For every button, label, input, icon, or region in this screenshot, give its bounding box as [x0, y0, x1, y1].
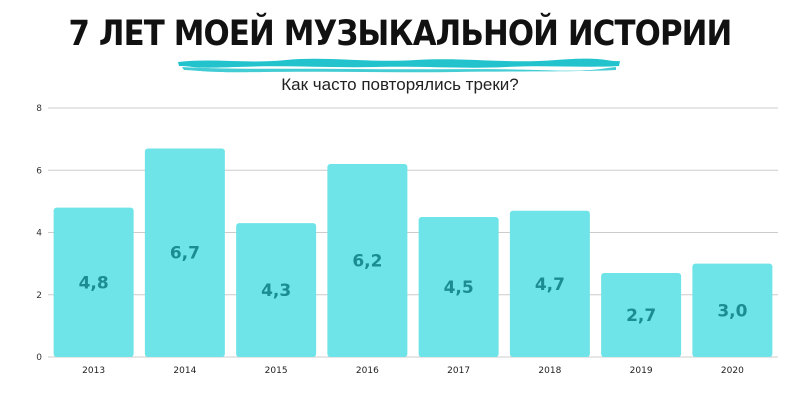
y-tick-label: 8 [36, 104, 42, 114]
x-tick-label: 2018 [538, 366, 561, 376]
bar-2018 [509, 210, 590, 357]
bar-2013 [53, 207, 134, 357]
y-tick-label: 2 [36, 291, 42, 301]
brush-underline-decoration [178, 58, 620, 73]
x-tick-label: 2015 [265, 366, 288, 376]
chart-title: 7 ЛЕТ МОЕЙ МУЗЫКАЛЬНОЙ ИСТОРИИ [68, 14, 733, 54]
value-label-2016: 6,2 [352, 252, 382, 272]
y-tick-label: 4 [36, 229, 42, 239]
bar-2019 [601, 272, 682, 357]
bar-2020 [692, 263, 773, 357]
x-tick-label: 2020 [721, 366, 744, 376]
x-tick-label: 2014 [173, 366, 196, 376]
bars [53, 148, 773, 357]
x-tick-label: 2017 [447, 366, 470, 376]
value-label-2017: 4,5 [444, 278, 474, 298]
bar-2016 [327, 164, 408, 357]
value-label-2013: 4,8 [79, 273, 109, 293]
value-label-2015: 4,3 [261, 281, 291, 301]
y-tick-label: 0 [36, 353, 42, 363]
x-tick-label: 2013 [82, 366, 105, 376]
x-axis-ticks: 2013 2014 2015 2016 2017 2018 2019 2020 [82, 366, 744, 376]
y-axis-ticks: 0 2 4 6 8 [36, 104, 42, 363]
value-labels: 4,8 6,7 4,3 6,2 4,5 4,7 2,7 3,0 [79, 244, 748, 326]
value-label-2014: 6,7 [170, 244, 200, 264]
chart-subtitle: Как часто повторялись треки? [281, 75, 519, 94]
bar-2017 [418, 216, 499, 357]
value-label-2019: 2,7 [626, 306, 656, 326]
x-tick-label: 2019 [630, 366, 653, 376]
value-label-2020: 3,0 [717, 301, 747, 321]
y-tick-label: 6 [36, 166, 42, 176]
bar-2015 [236, 223, 317, 357]
value-label-2018: 4,7 [535, 275, 565, 295]
bar-2014 [144, 148, 225, 357]
x-tick-label: 2016 [356, 366, 379, 376]
